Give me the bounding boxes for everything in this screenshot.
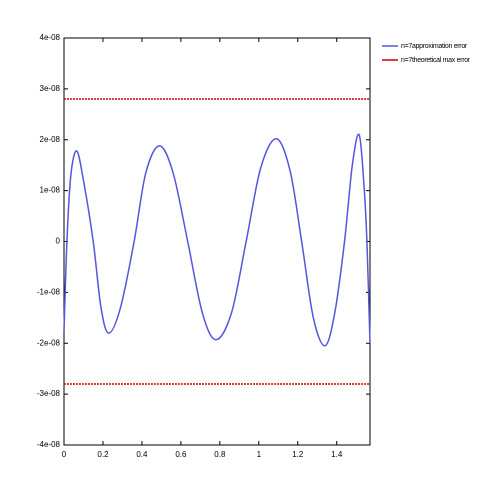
y-tick-label: -1e-08 [37,287,61,296]
y-tick-label: 2e-08 [40,135,61,144]
y-tick-label: -3e-08 [37,389,61,398]
y-tick-label: -4e-08 [37,440,61,449]
x-tick-label: 0.2 [97,450,109,459]
x-tick-label: 0 [62,450,67,459]
series-line [63,133,371,347]
x-tick-label: 0.4 [136,450,148,459]
x-tick-label: 1.4 [331,450,343,459]
x-tick-label: 0.6 [175,450,187,459]
x-tick-label: 1 [257,450,262,459]
y-tick-label: 3e-08 [40,84,61,93]
y-tick-label: 0 [56,237,61,246]
x-tick-label: 0.8 [214,450,226,459]
legend-label: n=7theoretical max error [401,57,471,64]
x-tick-label: 1.2 [292,450,304,459]
y-tick-label: -2e-08 [37,338,61,347]
y-tick-label: 4e-08 [40,33,61,42]
legend-label: n=7approximation error [401,43,468,50]
y-tick-label: 1e-08 [40,186,61,195]
